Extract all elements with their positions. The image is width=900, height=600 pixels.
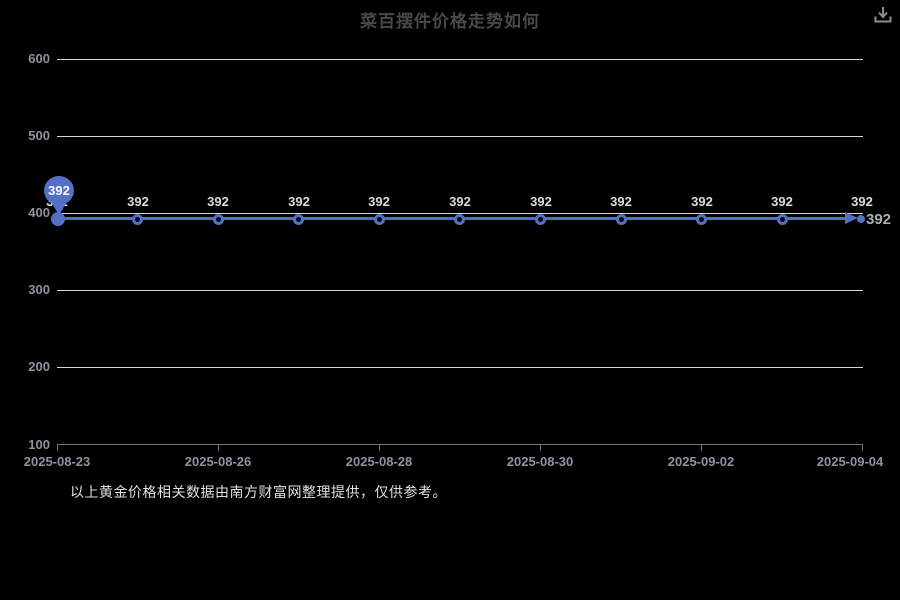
y-tick-label: 400 [28, 205, 50, 220]
x-tick-label: 2025-08-28 [345, 454, 413, 469]
point-value-label: 392 [851, 194, 873, 209]
data-point[interactable] [535, 213, 546, 225]
point-value-label: 392 [771, 194, 793, 209]
data-point[interactable] [132, 213, 143, 225]
point-value-label: 392 [691, 194, 713, 209]
x-tick [57, 445, 58, 451]
series-line [57, 217, 846, 220]
x-tick [218, 445, 219, 451]
x-tick [379, 445, 380, 451]
x-tick-label: 2025-08-30 [506, 454, 574, 469]
x-tick [701, 445, 702, 451]
footer-note: 以上黄金价格相关数据由南方财富网整理提供，仅供参考。 [70, 484, 447, 500]
page-title: 菜百摆件价格走势如何 [360, 12, 540, 31]
y-tick-label: 300 [28, 282, 50, 297]
gridline-500 [57, 136, 863, 137]
x-tick [540, 445, 541, 451]
data-point[interactable] [777, 213, 788, 225]
y-tick-label: 600 [28, 51, 50, 66]
point-value-label: 392 [288, 194, 310, 209]
x-tick [862, 445, 863, 451]
data-point[interactable] [374, 213, 385, 225]
point-value-label: 392 [449, 194, 471, 209]
y-tick-label: 500 [28, 128, 50, 143]
data-point[interactable] [293, 213, 304, 225]
point-value-label: 392 [530, 194, 552, 209]
point-value-label: 392 [368, 194, 390, 209]
balloon-marker[interactable]: 392 [44, 176, 74, 205]
x-tick-label: 2025-09-02 [667, 454, 735, 469]
gridline-300 [57, 290, 863, 291]
data-point[interactable] [51, 212, 65, 226]
x-tick-label: 2025-09-04 [816, 454, 884, 469]
x-tick-label: 2025-08-23 [23, 454, 91, 469]
y-tick-label: 100 [28, 437, 50, 452]
x-tick-label: 2025-08-26 [184, 454, 252, 469]
y-tick-label: 200 [28, 359, 50, 374]
download-icon[interactable] [871, 3, 895, 27]
line-arrow-icon [845, 212, 858, 224]
gridline-600 [57, 59, 863, 60]
balloon-marker-tail [51, 202, 67, 215]
gridline-200 [57, 367, 863, 368]
data-point[interactable] [213, 213, 224, 225]
data-point[interactable] [857, 215, 865, 223]
point-value-label: 392 [207, 194, 229, 209]
data-point[interactable] [454, 213, 465, 225]
series-end-value-label: 392 [866, 211, 892, 228]
x-axis-line [57, 444, 863, 445]
point-value-label: 392 [610, 194, 632, 209]
data-point[interactable] [696, 213, 707, 225]
point-value-label: 392 [127, 194, 149, 209]
data-point[interactable] [616, 213, 627, 225]
